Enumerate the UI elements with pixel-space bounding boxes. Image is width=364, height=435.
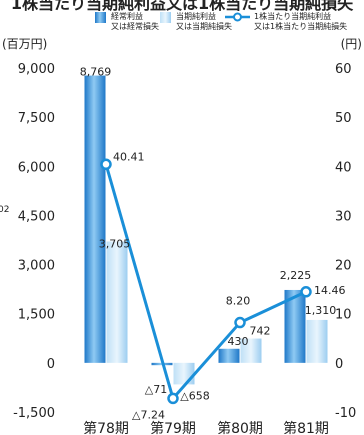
x-axis-labels: 第78期 第79期 第80期 第81期 (83, 420, 329, 435)
eps-line (104, 163, 307, 400)
bar-net-income (306, 319, 328, 363)
bar-value-labels: 8,769 △71 430 2,225 3,705 △658 742 1,310 40.41 △7… (80, 66, 346, 422)
bar-net-income (173, 362, 195, 385)
left-axis-ticks: 9,000 7,500 6,000 4,500 3,000 1,500 0 -1,500 (13, 62, 55, 421)
left-axis-unit: (百万円) (2, 37, 47, 51)
bar-ordinary-profit-label: 8,769 (80, 66, 112, 79)
left-tick-label: -1,500 (13, 406, 55, 421)
left-tick-label: 3,000 (18, 259, 55, 274)
left-tick-label: 9,000 (18, 62, 55, 77)
chart-title: 1株当たり当期純利益又は1株当たり当期純損失 (11, 0, 354, 13)
eps-point-label: 40.41 (113, 150, 145, 163)
legend-swatch-bar2 (160, 12, 171, 23)
bar-ordinary-profit-label: 2,225 (280, 269, 312, 282)
right-axis-unit: (円) (341, 37, 362, 51)
left-tick-label: 6,000 (18, 160, 55, 175)
right-tick-label: -10 (335, 406, 356, 421)
bar-net-income-label: △658 (180, 389, 209, 402)
bars (84, 75, 328, 385)
legend-line-marker (233, 12, 242, 22)
x-category-label: 第78期 (83, 420, 129, 435)
eps-point-label: △7.24 (132, 408, 165, 421)
bar-ordinary-profit-label: 430 (228, 335, 249, 348)
legend-label-bar2: 当期純利益又は当期純損失 (176, 11, 232, 31)
right-tick-label: 30 (335, 209, 352, 224)
eps-point (100, 158, 112, 171)
right-tick-label: 50 (335, 111, 352, 126)
bar-ordinary-profit-label: △71 (145, 383, 167, 396)
eps-line-series (100, 158, 312, 405)
right-tick-label: 20 (335, 259, 352, 274)
x-category-label: 第80期 (217, 420, 263, 435)
eps-point (234, 316, 246, 329)
eps-point-label: 14.46 (314, 284, 346, 297)
bar-ordinary-profit (284, 289, 306, 363)
bar-ordinary-profit (218, 348, 240, 363)
left-tick-label: 7,500 (18, 111, 55, 126)
right-tick-label: 0 (335, 357, 343, 372)
right-axis-ticks: 60 50 40 30 20 10 0 -10 (335, 62, 356, 421)
eps-point (167, 392, 179, 405)
right-tick-label: 60 (335, 62, 352, 77)
left-tick-label: 0 (47, 357, 55, 372)
bar-net-income-label: 1,310 (305, 304, 337, 317)
bar-net-income-label: 3,705 (99, 237, 131, 250)
right-tick-label: 10 (335, 308, 352, 323)
legend: 経常利益又は経常損失 当期純利益又は当期純損失 1株当たり当期純利益又は1株当た… (95, 11, 347, 31)
legend-swatch-bar1 (95, 12, 106, 23)
x-category-label: 第79期 (150, 420, 196, 435)
edge-fragment-text: 02 (0, 205, 9, 215)
eps-point (300, 286, 312, 298)
legend-label-line: 1株当たり当期純利益又は1株当たり当期純損失 (254, 11, 347, 31)
eps-point-label: 8.20 (226, 295, 251, 308)
right-tick-label: 40 (335, 160, 352, 175)
legend-label-bar1: 経常利益又は経常損失 (111, 11, 159, 31)
bar-ordinary-profit (84, 75, 106, 363)
x-category-label: 第81期 (283, 420, 329, 435)
left-tick-label: 4,500 (18, 209, 55, 224)
bar-net-income (240, 338, 262, 363)
bar-net-income-label: 742 (250, 325, 271, 338)
left-tick-label: 1,500 (18, 308, 55, 323)
bar-net-income (106, 241, 128, 363)
